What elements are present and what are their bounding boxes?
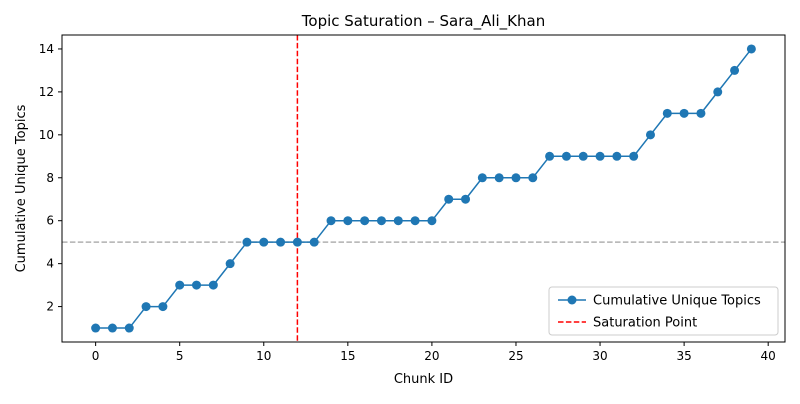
x-axis-label: Chunk ID [394, 372, 453, 387]
data-point [578, 151, 588, 161]
data-point [444, 194, 454, 204]
data-point [662, 108, 672, 118]
x-tick-label: 30 [592, 349, 607, 363]
data-point [343, 216, 353, 226]
data-point [158, 302, 168, 312]
data-point [645, 130, 655, 140]
x-tick-label: 15 [340, 349, 355, 363]
data-point [679, 108, 689, 118]
data-point [494, 173, 504, 183]
y-tick-label: 10 [39, 128, 54, 142]
data-point [629, 151, 639, 161]
axes-frame [61, 34, 786, 343]
data-point [561, 151, 571, 161]
y-tick-label: 2 [46, 300, 54, 314]
data-point [225, 259, 235, 269]
y-axis-label: Cumulative Unique Topics [14, 104, 29, 272]
data-point [242, 237, 252, 247]
y-tick-label: 8 [46, 171, 54, 185]
y-tick-label: 12 [39, 85, 54, 99]
x-tick-label: 35 [676, 349, 691, 363]
y-tick-label: 4 [46, 257, 54, 271]
legend-series-marker [567, 295, 577, 305]
plot-area [62, 35, 785, 342]
x-tick-label: 0 [92, 349, 100, 363]
data-point [410, 216, 420, 226]
data-point [208, 280, 218, 290]
data-point [477, 173, 487, 183]
chart-title: Topic Saturation – Sara_Ali_Khan [301, 12, 545, 31]
y-axis: 2 4 6 8 10 12 14 [39, 42, 62, 314]
data-point [107, 323, 117, 333]
x-tick-label: 10 [256, 349, 271, 363]
y-tick-label: 6 [46, 214, 54, 228]
data-point [511, 173, 521, 183]
data-point [545, 151, 555, 161]
data-point [326, 216, 336, 226]
data-point [259, 237, 269, 247]
data-point [292, 237, 302, 247]
data-point [276, 237, 286, 247]
data-point [124, 323, 134, 333]
data-point [730, 65, 740, 75]
data-point [360, 216, 370, 226]
data-point [175, 280, 185, 290]
data-point [91, 323, 101, 333]
data-point [746, 44, 756, 54]
data-point [393, 216, 403, 226]
x-tick-label: 5 [176, 349, 184, 363]
legend-series-label: Cumulative Unique Topics [593, 294, 761, 309]
y-tick-label: 14 [39, 42, 54, 56]
legend-box [548, 286, 779, 336]
x-tick-label: 25 [508, 349, 523, 363]
data-point [528, 173, 538, 183]
data-point [461, 194, 471, 204]
series-line [95, 48, 752, 329]
data-point [612, 151, 622, 161]
data-point [141, 302, 151, 312]
data-point [427, 216, 437, 226]
data-point [309, 237, 319, 247]
x-tick-label: 20 [424, 349, 439, 363]
data-point [595, 151, 605, 161]
legend: Cumulative Unique Topics Saturation Poin… [548, 286, 779, 336]
data-point [192, 280, 202, 290]
x-tick-label: 40 [761, 349, 776, 363]
legend-saturation-label: Saturation Point [593, 316, 697, 331]
data-point [696, 108, 706, 118]
data-point [713, 87, 723, 97]
x-axis: 0 5 10 15 20 25 30 35 40 [92, 342, 776, 363]
data-point [376, 216, 386, 226]
